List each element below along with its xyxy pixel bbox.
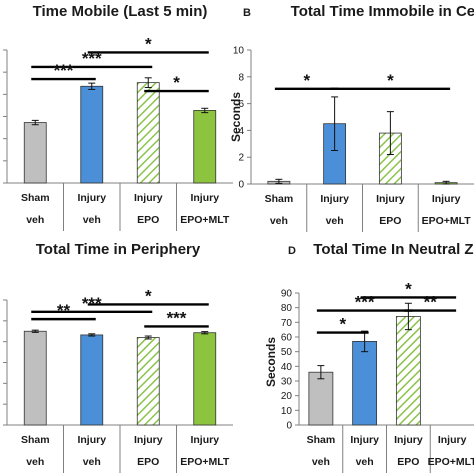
chart-title: Total Time Immobile in Cent [291,3,474,20]
y-tick-label: 20 [281,391,293,402]
y-tick-label: 10 [281,406,293,417]
bar-3 [395,316,421,426]
category-label-top: Injury [320,193,349,205]
bar-1 [23,122,47,184]
category-label-top: Injury [394,434,423,446]
chart-title: Total Time In Neutral Zo [313,241,474,258]
category-label-bottom: veh [83,456,101,468]
significance-label: * [145,286,152,305]
chart-panel-1: Time Mobile (Last 5 min) Sham veh Injury veh… [3,3,233,231]
category-label-top: Injury [77,434,106,446]
significance-label: *** [355,293,375,312]
y-tick-label: 40 [281,362,293,373]
y-axis-label: Seconds [229,92,243,142]
category-label-top: Injury [376,193,405,205]
category-label-bottom: veh [312,456,330,468]
y-tick-label: 60 [281,333,293,344]
chart-title: Total Time in Periphery [36,241,201,258]
y-tick-label: 50 [281,347,293,358]
y-tick-label: 70 [281,318,293,329]
y-tick-label: 0 [286,421,292,432]
category-label-bottom: EPO [137,214,159,226]
significance-label: *** [82,49,102,68]
chart-title: Time Mobile (Last 5 min) [33,3,208,20]
bar-3 [136,82,160,184]
bar-2 [80,334,104,426]
significance-label: * [173,73,180,92]
panel-letter: D [288,245,296,257]
category-label-bottom: EPO+MLT [180,456,230,468]
bar-4 [193,110,217,184]
category-label-bottom: veh [356,456,374,468]
chart-panel-3: Total Time in Periphery Sham veh Injury veh I… [3,241,233,473]
category-label-bottom: veh [26,456,44,468]
significance-label: * [405,279,412,298]
category-label-top: Sham [21,434,50,446]
significance-label: ** [57,301,71,320]
significance-label: * [387,71,394,90]
bar-1 [23,330,47,426]
chart-panels: Time Mobile (Last 5 min) Sham veh Injury veh… [3,3,474,473]
category-label-bottom: EPO+MLT [428,456,474,468]
bar-2 [80,85,104,184]
bar-1 [308,371,334,426]
y-tick-label: 0 [238,180,244,191]
category-label-top: Sham [21,192,50,204]
category-label-bottom: veh [26,214,44,226]
category-label-top: Injury [190,192,219,204]
significance-label: *** [54,61,74,80]
category-label-bottom: veh [270,215,288,227]
significance-label: *** [167,308,187,327]
category-label-top: Injury [350,434,379,446]
category-label-bottom: veh [326,215,344,227]
y-tick-label: 2 [238,153,244,164]
bar-4 [193,332,217,426]
category-label-bottom: EPO [379,215,401,227]
y-tick-label: 4 [238,126,244,137]
y-tick-label: 10 [233,46,245,57]
category-label-top: Sham [265,193,294,205]
category-label-bottom: EPO [397,456,419,468]
significance-label: *** [82,294,102,313]
significance-label: ** [424,293,438,312]
y-axis-label: Seconds [264,337,278,387]
category-label-bottom: EPO+MLT [422,215,472,227]
category-label-top: Sham [307,434,336,446]
category-label-bottom: EPO+MLT [180,214,230,226]
y-tick-label: 30 [281,377,293,388]
panel-letter: B [243,7,251,19]
significance-label: * [145,34,152,53]
chart-panel-4: Total Time In Neutral Zo D 0 10 20 30 40 50 60 70… [264,241,474,473]
y-tick-label: 6 [238,99,244,110]
bar-3 [136,337,160,426]
y-tick-label: 90 [281,289,293,300]
significance-label: * [339,315,346,334]
category-label-top: Injury [432,193,461,205]
chart-panel-2: Total Time Immobile in Cent B 0 2 4 6 8 10 Secon… [229,3,474,232]
significance-label: * [303,71,310,90]
category-label-bottom: veh [83,214,101,226]
category-label-top: Injury [190,434,219,446]
y-tick-label: 80 [281,303,293,314]
category-label-bottom: EPO [137,456,159,468]
category-label-top: Injury [77,192,106,204]
category-label-top: Injury [134,192,163,204]
bar-2 [352,340,378,426]
category-label-top: Injury [134,434,163,446]
category-label-top: Injury [438,434,467,446]
y-tick-label: 8 [238,72,244,83]
